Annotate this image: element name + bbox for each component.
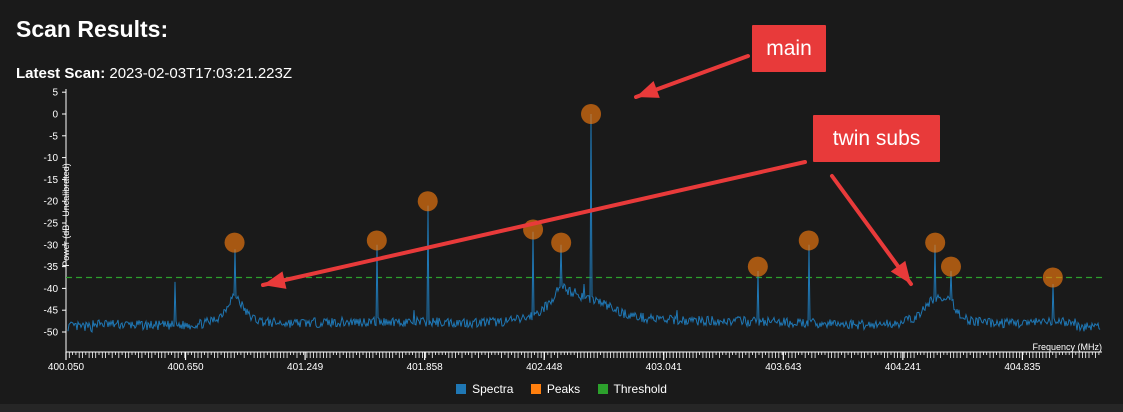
y-tick-label: -30: [44, 240, 59, 251]
legend-item-spectra[interactable]: Spectra: [456, 382, 513, 396]
peak-marker[interactable]: [224, 232, 245, 253]
y-tick-label: -20: [44, 197, 59, 208]
chart-legend: Spectra Peaks Threshold: [0, 382, 1123, 397]
legend-label-threshold: Threshold: [613, 382, 667, 396]
x-tick-label: 404.241: [885, 362, 922, 373]
y-axis-label: Power (dB - Uncalibrated): [61, 163, 71, 267]
x-tick-label: 402.448: [526, 362, 563, 373]
y-axis: 5 0 -5 -10 -15 -20 -25 -30 -35 -40 -45 -50: [44, 88, 67, 352]
x-tick-label: 401.249: [287, 362, 324, 373]
y-tick-label: -10: [44, 153, 59, 164]
y-tick-label: 0: [52, 110, 58, 121]
annotation-arrow-shaft: [261, 160, 807, 287]
peak-marker[interactable]: [581, 104, 602, 124]
peak-marker[interactable]: [747, 256, 768, 277]
y-tick-label: 5: [52, 88, 58, 99]
legend-swatch-peaks: [530, 384, 541, 394]
x-tick-label: 401.858: [407, 362, 444, 373]
peak-marker[interactable]: [366, 230, 387, 251]
callout-twin-subs: twin subs: [813, 115, 940, 162]
y-tick-label: -45: [44, 306, 59, 317]
y-tick-label: -25: [44, 219, 59, 230]
x-tick-label: 400.650: [167, 362, 204, 373]
peak-marker[interactable]: [925, 232, 946, 253]
y-tick-label: -15: [44, 175, 59, 186]
legend-swatch-threshold: [597, 384, 608, 394]
latest-scan-value: 2023-02-03T17:03:21.223Z: [109, 65, 293, 82]
latest-scan-label: Latest Scan:: [16, 65, 106, 82]
legend-label-peaks: Peaks: [546, 382, 581, 396]
annotation-arrowhead: [636, 80, 660, 98]
legend-label-spectra: Spectra: [472, 382, 514, 396]
x-tick-label: 403.643: [765, 362, 802, 373]
peak-marker[interactable]: [417, 191, 438, 212]
x-axis-label: Frequency (MHz): [1032, 342, 1102, 352]
y-tick-label: -50: [44, 328, 59, 339]
peak-marker[interactable]: [798, 230, 819, 251]
bottom-strip: [0, 404, 1123, 412]
x-axis: 400.050 400.650 401.249 401.858 402.448 403.0…: [48, 351, 1102, 373]
latest-scan: Latest Scan: 2023-02-03T17:03:21.223Z: [16, 65, 292, 82]
legend-item-peaks[interactable]: Peaks: [530, 382, 581, 396]
annotation-arrowhead: [263, 271, 287, 289]
legend-item-threshold[interactable]: Threshold: [597, 382, 667, 396]
x-tick-label: 403.041: [646, 362, 683, 373]
peak-marker[interactable]: [551, 232, 572, 253]
page-title: Scan Results:: [16, 16, 169, 42]
y-tick-label: -40: [44, 284, 59, 295]
x-tick-label: 400.050: [48, 362, 85, 373]
legend-swatch-spectra: [456, 384, 467, 394]
annotation-arrow-shaft: [830, 174, 913, 286]
peak-marker[interactable]: [940, 256, 961, 277]
annotation-arrows: [261, 54, 913, 289]
callout-main: main: [752, 25, 826, 72]
y-tick-label: -5: [49, 131, 58, 142]
spectra-series-line: [67, 113, 1101, 333]
annotation-arrowhead: [890, 260, 911, 284]
y-tick-label: -35: [44, 262, 59, 273]
peak-marker[interactable]: [1042, 267, 1063, 288]
x-tick-label: 404.835: [1004, 362, 1041, 373]
peak-markers: [224, 104, 1063, 288]
